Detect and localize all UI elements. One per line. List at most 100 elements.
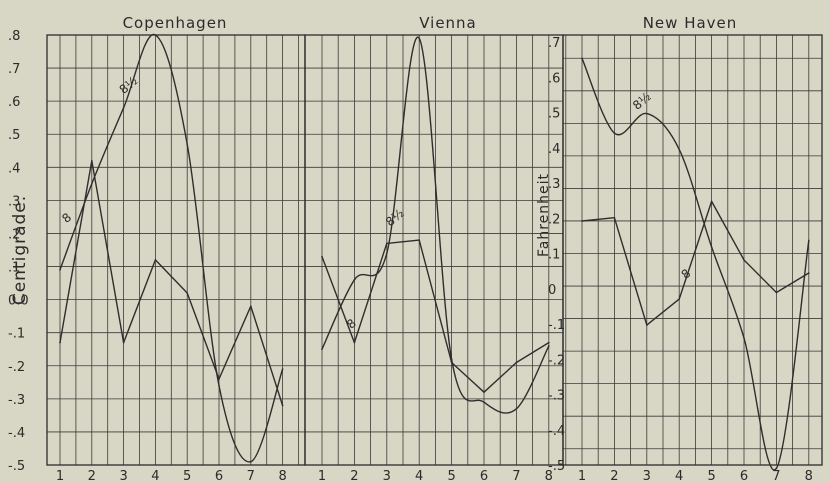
data-point (613, 132, 616, 134)
y-tick-label: -.1 (548, 318, 565, 333)
data-point (710, 246, 713, 248)
data-point (353, 341, 356, 344)
series-annotation: 8 (59, 210, 74, 226)
y-tick-label: .8 (8, 29, 20, 44)
y-tick-label: .3 (8, 194, 20, 209)
y-tick-label: 0 (548, 283, 556, 298)
data-point (154, 259, 157, 261)
series-annotation: 8 (679, 266, 694, 282)
y-tick-label: .2 (8, 227, 20, 242)
series-annotation: 8 (344, 316, 359, 332)
x-tick-label: 7 (772, 469, 780, 483)
series-line-smooth (59, 34, 284, 463)
data-point (218, 384, 220, 387)
y-tick-label: .3 (548, 177, 560, 192)
x-tick-label: 1 (56, 469, 64, 483)
series-line-angular (59, 160, 284, 407)
x-tick-label: 3 (383, 469, 391, 483)
y-tick-label: 0.0 (8, 294, 29, 309)
data-point (515, 361, 518, 364)
chart-title: Copenhagen (123, 14, 228, 32)
x-tick-label: 8 (805, 469, 813, 483)
y-tick-label: .1 (548, 248, 560, 263)
y-axis-label: Fahrenheit (536, 173, 552, 257)
panel-copenhagen: Copenhagen 1 2 3 4 5 6 7 8 .8 .7 .6 .5 .4 .3 .2 .1 0.0 -.1… (8, 14, 306, 483)
data-point (808, 272, 810, 274)
data-point (710, 200, 713, 203)
y-tick-label: .6 (8, 95, 20, 110)
y-tick-label: -.5 (8, 459, 25, 474)
y-tick-label: .4 (8, 161, 20, 176)
x-tick-label: 5 (183, 469, 191, 483)
x-tick-label: 6 (740, 469, 748, 483)
x-tick-label: 4 (151, 469, 159, 483)
panel-new-haven: New Haven 1 2 3 4 5 6 7 8 .7 .6 .5 .4 .3 .2 .1 0 -.1 -.2 -.… (536, 14, 823, 483)
x-tick-label: 6 (480, 469, 488, 483)
data-point (483, 401, 485, 403)
x-tick-label: 3 (119, 469, 127, 483)
x-tick-label: 1 (578, 469, 586, 483)
data-point (418, 239, 421, 241)
data-point (321, 348, 323, 351)
series-line-angular (321, 239, 550, 393)
y-tick-label: .7 (8, 62, 20, 77)
data-point (775, 291, 778, 294)
data-point (548, 341, 550, 344)
data-point (59, 269, 61, 271)
y-tick-label: -.3 (548, 389, 565, 404)
x-tick-label: 8 (545, 469, 553, 483)
data-point (743, 259, 745, 261)
panel-frame (562, 34, 823, 466)
data-point (186, 292, 188, 294)
chart-title: New Haven (643, 14, 738, 32)
data-point (186, 143, 188, 145)
data-point (281, 368, 284, 370)
data-point (321, 255, 323, 258)
x-tick-label: 5 (447, 469, 455, 483)
x-tick-label: 1 (318, 469, 326, 483)
panel-frame (46, 34, 306, 466)
x-tick-label: 2 (88, 469, 96, 483)
series-line-smooth (321, 36, 550, 414)
y-tick-label: -.4 (8, 426, 25, 441)
y-tick-label: .6 (548, 71, 560, 86)
data-point (250, 460, 252, 463)
data-point (418, 37, 421, 40)
data-point (483, 391, 485, 394)
data-point (122, 341, 125, 344)
data-point (386, 252, 388, 255)
data-point (808, 239, 810, 242)
data-point (581, 57, 583, 60)
data-point (581, 220, 583, 222)
data-point (450, 358, 453, 360)
data-point (646, 112, 648, 115)
x-tick-label: 2 (610, 469, 618, 483)
y-tick-label: .4 (548, 142, 560, 157)
y-tick-label: -.4 (548, 424, 565, 439)
x-tick-label: 8 (278, 469, 286, 483)
y-tick-label: .2 (548, 212, 560, 227)
x-tick-label: 2 (350, 469, 358, 483)
data-point (250, 305, 252, 308)
y-tick-label: .1 (8, 261, 20, 276)
y-axis-label: Centigrade. (10, 195, 30, 305)
x-tick-label: 6 (215, 469, 223, 483)
data-point (613, 216, 616, 219)
series-annotation: 8½ (117, 74, 141, 97)
data-point (218, 378, 220, 380)
y-tick-label: .5 (548, 107, 560, 122)
y-tick-label: -.1 (8, 327, 25, 342)
series-line-angular (581, 200, 810, 326)
data-point (91, 183, 93, 185)
y-tick-label: -.2 (8, 360, 25, 375)
data-point (59, 341, 61, 344)
data-point (386, 242, 388, 245)
x-tick-label: 7 (512, 469, 520, 483)
x-tick-label: 4 (675, 469, 683, 483)
panel-frame (304, 34, 564, 466)
data-point (353, 278, 356, 281)
data-point (646, 324, 648, 326)
data-point (775, 467, 778, 470)
data-point (678, 148, 680, 151)
